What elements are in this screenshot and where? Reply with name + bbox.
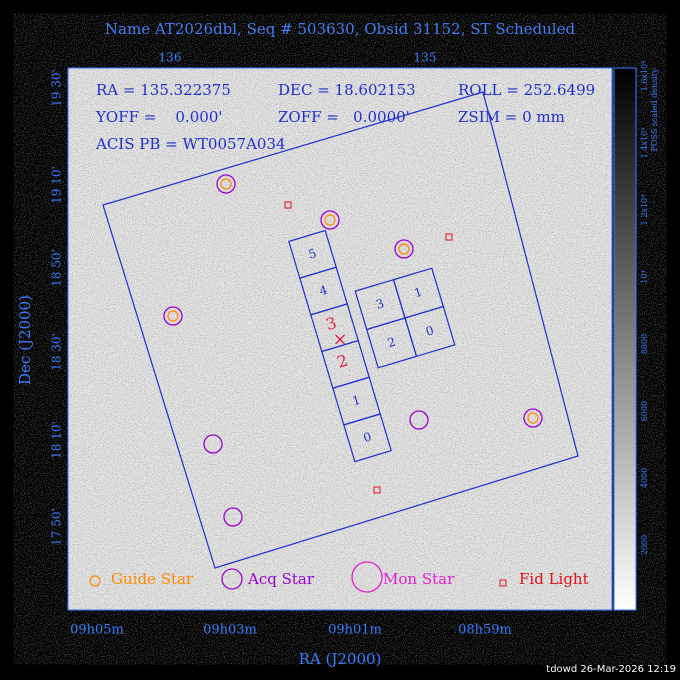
- left-ticks: 19 30' 19 10' 18 50' 18 30' 18 10' 17 50': [50, 69, 64, 546]
- legend-mon: Mon Star: [383, 570, 455, 588]
- sky-noise: [68, 68, 612, 610]
- info-zoff: ZOFF = 0.0000': [278, 108, 410, 126]
- legend-guide: Guide Star: [111, 570, 194, 588]
- plot-frame: [67, 67, 613, 611]
- acis-i-array: 3 1 2 0: [354, 267, 456, 369]
- bottom-ticks: 09h05m 09h03m 09h01m 08h59m: [70, 623, 512, 638]
- colorbar-tick: 4000: [640, 468, 649, 488]
- bottom-tick: 09h01m: [328, 623, 382, 638]
- bottom-tick: 09h05m: [70, 623, 124, 638]
- acis-i-label: 0: [424, 323, 435, 339]
- legend-fid: Fid Light: [519, 570, 589, 588]
- acq-star: [320, 210, 340, 230]
- left-tick: 18 50': [50, 249, 64, 287]
- legend-mon-icon: [351, 561, 383, 593]
- acis-i-label: 3: [374, 296, 385, 312]
- info-dec: DEC = 18.602153: [278, 81, 416, 99]
- legend-acq-icon: [221, 568, 243, 590]
- acq-star: [163, 306, 183, 326]
- fid-light: [445, 233, 453, 241]
- guide-star: [324, 214, 336, 226]
- acq-star: [216, 174, 236, 194]
- title: Name AT2026dbl, Seq # 503630, Obsid 3115…: [105, 20, 576, 38]
- colorbar-title: POSS scaled density: [650, 68, 659, 152]
- legend-acq: Acq Star: [247, 570, 315, 588]
- guide-star: [167, 310, 179, 322]
- guide-star: [527, 412, 539, 424]
- bottom-tick: 09h03m: [203, 623, 257, 638]
- guide-star: [220, 178, 232, 190]
- acis-i-label: 2: [386, 335, 397, 351]
- acq-star: [203, 434, 223, 454]
- info-zsim: ZSIM = 0 mm: [458, 108, 565, 126]
- legend-fid-icon: [499, 579, 507, 587]
- field-of-view: [102, 91, 579, 569]
- guide-stars: [167, 178, 539, 424]
- left-tick: 17 50': [50, 508, 64, 546]
- acis-s-label: 5: [307, 246, 318, 262]
- left-tick: 19 30': [50, 69, 64, 107]
- colorbar-tick: 10⁴: [640, 270, 649, 283]
- legend-guide-icon: [89, 575, 101, 587]
- acis-s-chip: [343, 413, 392, 463]
- acis-s-label: 1: [351, 393, 362, 409]
- footer: tdowd 26-Mar-2026 12:19: [546, 664, 676, 675]
- acq-stars: [163, 174, 543, 527]
- y-axis-title: Dec (J2000): [16, 295, 34, 385]
- left-tick: 19 10': [50, 166, 64, 204]
- colorbar-ticks: 2000 4000 6000 8000 10⁴ 1.2x10⁴ 1.4x10⁴ 1.6x10⁴: [640, 61, 649, 555]
- left-tick: 18 10': [50, 421, 64, 459]
- info-block: RA = 135.322375 DEC = 18.602153 ROLL = 2…: [95, 81, 595, 153]
- fid-lights: [284, 201, 453, 494]
- fid-light: [373, 486, 381, 494]
- acis-i-label: 1: [413, 285, 424, 301]
- colorbar-tick: 8000: [640, 334, 649, 354]
- colorbar-tick: 1.6x10⁴: [640, 61, 649, 92]
- info-ra: RA = 135.322375: [96, 81, 231, 99]
- x-axis-title: RA (J2000): [299, 650, 382, 668]
- acis-s-label: 0: [362, 429, 373, 445]
- colorbar-tick: 1.4x10⁴: [640, 128, 649, 159]
- top-tick: 136: [159, 51, 182, 65]
- top-tick: 135: [414, 51, 437, 65]
- colorbar-tick: 1.2x10⁴: [640, 195, 649, 226]
- acq-star: [223, 507, 243, 527]
- colorbar: [613, 67, 637, 611]
- colorbar-tick: 6000: [640, 401, 649, 421]
- acis-s-label: 4: [318, 283, 330, 299]
- bottom-tick: 08h59m: [458, 623, 512, 638]
- acis-i-chip: [404, 305, 456, 358]
- info-acis: ACIS PB = WT0057A034: [95, 135, 286, 153]
- guide-star: [398, 243, 410, 255]
- aimpoint: ×: [332, 329, 347, 350]
- acq-star: [523, 408, 543, 428]
- colorbar-tick: 2000: [640, 535, 649, 555]
- info-yoff: YOFF = 0.000': [95, 108, 223, 126]
- info-roll: ROLL = 252.6499: [458, 81, 595, 99]
- acq-star: [409, 410, 429, 430]
- left-tick: 18 30': [50, 333, 64, 371]
- fid-light: [284, 201, 292, 209]
- acq-star: [394, 239, 414, 259]
